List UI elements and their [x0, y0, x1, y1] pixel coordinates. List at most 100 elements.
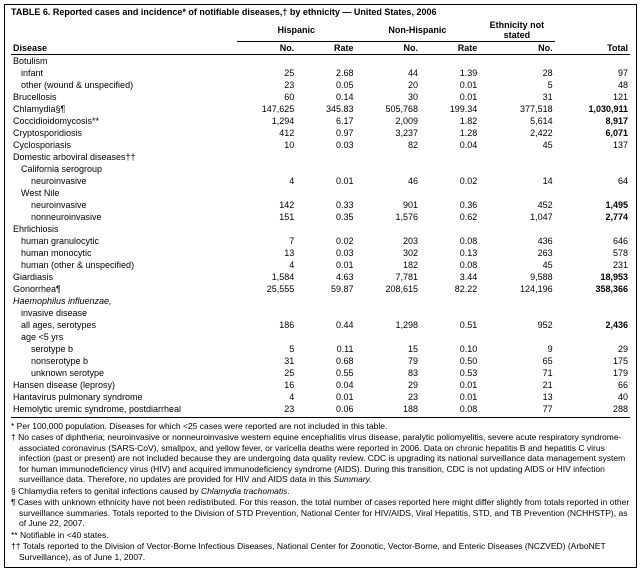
cell-nr: 0.04: [420, 139, 479, 151]
col-nonhisp-no: No.: [355, 42, 420, 55]
table-row: neuroinvasive1420.339010.364521,495: [11, 199, 630, 211]
table-row: Gonorrhea¶25,55559.87208,61582.22124,196…: [11, 283, 630, 295]
cell-tot: 646: [555, 235, 630, 247]
cell-nn: 1,576: [355, 211, 420, 223]
cell-tot: 8,917: [555, 115, 630, 127]
cell-hn: 23: [237, 403, 296, 417]
cell-nn: 203: [355, 235, 420, 247]
cell-en: 124,196: [479, 283, 554, 295]
cell-en: [479, 55, 554, 68]
cell-tot: 97: [555, 67, 630, 79]
footnote: § Chlamydia refers to genital infections…: [11, 486, 630, 497]
cell-nn: [355, 295, 420, 307]
cell-hr: [296, 295, 355, 307]
cell-hn: 16: [237, 379, 296, 391]
cell-nn: 82: [355, 139, 420, 151]
cell-hr: 0.44: [296, 319, 355, 331]
cell-nr: 82.22: [420, 283, 479, 295]
cell-tot: [555, 187, 630, 199]
cell-tot: 18,953: [555, 271, 630, 283]
table-row: Giardiasis1,5844.637,7813.449,58818,953: [11, 271, 630, 283]
cell-tot: 64: [555, 175, 630, 187]
cell-hr: 6.17: [296, 115, 355, 127]
cell-nr: [420, 307, 479, 319]
disease-label: Domestic arboviral diseases††: [11, 151, 237, 163]
cell-en: 65: [479, 355, 554, 367]
cell-hr: 0.01: [296, 259, 355, 271]
data-table: Hispanic Non-Hispanic Ethnicity not stat…: [11, 19, 630, 418]
cell-nn: [355, 223, 420, 235]
cell-en: 31: [479, 91, 554, 103]
table-row: human monocytic130.033020.13263578: [11, 247, 630, 259]
cell-hr: 0.03: [296, 247, 355, 259]
col-total: Total: [555, 42, 630, 55]
cell-hn: 142: [237, 199, 296, 211]
cell-tot: 231: [555, 259, 630, 271]
table-row: nonserotype b310.68790.5065175: [11, 355, 630, 367]
footnote: ** Notifiable in <40 states.: [11, 530, 630, 541]
cell-hn: 60: [237, 91, 296, 103]
cell-tot: 578: [555, 247, 630, 259]
cell-nn: 46: [355, 175, 420, 187]
table-row: West Nile: [11, 187, 630, 199]
table-row: invasive disease: [11, 307, 630, 319]
disease-label: neuroinvasive: [11, 199, 237, 211]
cell-nn: [355, 307, 420, 319]
header-ethnicity-ns: Ethnicity not stated: [479, 19, 554, 42]
footnote: * Per 100,000 population. Diseases for w…: [11, 421, 630, 432]
disease-label: all ages, serotypes: [11, 319, 237, 331]
table-row: infant252.68441.392897: [11, 67, 630, 79]
footnote: ¶ Cases with unknown ethnicity have not …: [11, 497, 630, 529]
cell-nr: 3.44: [420, 271, 479, 283]
cell-nn: 188: [355, 403, 420, 417]
disease-label: Brucellosis: [11, 91, 237, 103]
cell-nr: 0.08: [420, 259, 479, 271]
cell-hr: 0.05: [296, 79, 355, 91]
table-row: Hansen disease (leprosy)160.04290.012166: [11, 379, 630, 391]
table-row: Domestic arboviral diseases††: [11, 151, 630, 163]
cell-tot: 121: [555, 91, 630, 103]
cell-en: 2,422: [479, 127, 554, 139]
cell-hn: 5: [237, 343, 296, 355]
cell-tot: 179: [555, 367, 630, 379]
cell-en: 5: [479, 79, 554, 91]
cell-nn: 182: [355, 259, 420, 271]
cell-nn: 29: [355, 379, 420, 391]
cell-hn: 10: [237, 139, 296, 151]
cell-hr: 0.03: [296, 139, 355, 151]
cell-hn: [237, 223, 296, 235]
cell-en: 263: [479, 247, 554, 259]
cell-en: 1,047: [479, 211, 554, 223]
footnotes: * Per 100,000 population. Diseases for w…: [11, 421, 630, 563]
cell-tot: 1,030,911: [555, 103, 630, 115]
cell-hr: 0.02: [296, 235, 355, 247]
cell-nn: 20: [355, 79, 420, 91]
cell-en: 952: [479, 319, 554, 331]
cell-tot: [555, 55, 630, 68]
cell-en: 452: [479, 199, 554, 211]
table-row: Brucellosis600.14300.0131121: [11, 91, 630, 103]
table-row: Coccidioidomycosis**1,2946.172,0091.825,…: [11, 115, 630, 127]
cell-en: 71: [479, 367, 554, 379]
cell-hr: 0.04: [296, 379, 355, 391]
cell-hr: 0.06: [296, 403, 355, 417]
col-nonhisp-rate: Rate: [420, 42, 479, 55]
table-row: serotype b50.11150.10929: [11, 343, 630, 355]
table-row: Botulism: [11, 55, 630, 68]
disease-label: Ehrlichiosis: [11, 223, 237, 235]
disease-label: Gonorrhea¶: [11, 283, 237, 295]
cell-nr: 0.62: [420, 211, 479, 223]
cell-hr: 0.01: [296, 175, 355, 187]
table-row: nonneuroinvasive1510.351,5760.621,0472,7…: [11, 211, 630, 223]
cell-en: 28: [479, 67, 554, 79]
cell-nn: 2,009: [355, 115, 420, 127]
cell-hn: 25: [237, 67, 296, 79]
disease-label: California serogroup: [11, 163, 237, 175]
cell-nr: 0.36: [420, 199, 479, 211]
cell-hn: [237, 163, 296, 175]
cell-nn: 208,615: [355, 283, 420, 295]
disease-label: Hemolytic uremic syndrome, postdiarrheal: [11, 403, 237, 417]
table-row: Chlamydia§¶147,625345.83505,768199.34377…: [11, 103, 630, 115]
cell-hn: 4: [237, 175, 296, 187]
cell-nn: [355, 331, 420, 343]
